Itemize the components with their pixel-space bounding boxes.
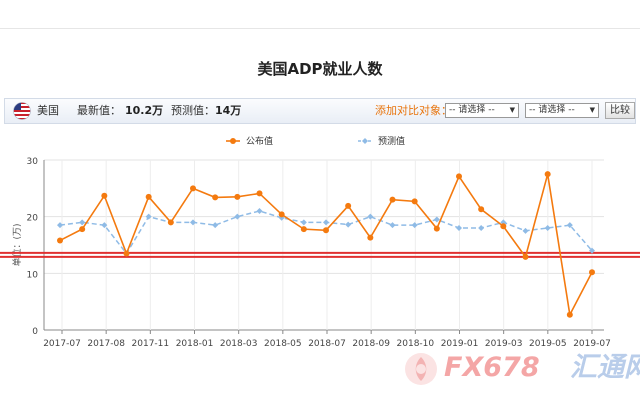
actual-point (123, 250, 130, 257)
actual-point (145, 193, 152, 200)
actual-point (234, 193, 241, 200)
adp-line-chart: 0 10 20 30 单位：(万) 2017-07 2017-08 2017-11 2018-0… (0, 135, 640, 349)
actual-point (300, 226, 307, 233)
actual-point (411, 198, 418, 205)
dropdown-arrow-icon: ▼ (509, 106, 515, 114)
actual-point (544, 171, 551, 178)
actual-point (566, 311, 573, 318)
actual-point (589, 269, 595, 276)
y-tick-label: 0 (32, 327, 38, 337)
page-title: 美国ADP就业人数 (257, 60, 383, 78)
y-tick-label: 30 (27, 157, 39, 167)
actual-point (256, 190, 263, 197)
compare-select-1[interactable]: -- 请选择 -- ▼ (445, 103, 519, 118)
x-tick-label: 2017-08 (87, 339, 125, 349)
forecast-point (345, 221, 352, 228)
country-label: 美国 (37, 104, 59, 117)
watermark-text-cn: 汇通网 (570, 352, 640, 383)
x-tick-label: 2017-11 (132, 339, 170, 349)
x-tick-label: 2019-01 (441, 339, 479, 349)
forecast-point (478, 225, 485, 231)
x-tick-label: 2018-10 (397, 339, 435, 349)
actual-point (345, 202, 352, 209)
actual-point (278, 211, 285, 218)
watermark-text: FX678 (444, 352, 540, 383)
actual-point (79, 226, 86, 233)
forecast-point (212, 222, 219, 229)
forecast-point (234, 213, 241, 220)
x-tick-label: 2018-03 (220, 339, 258, 349)
legend-actual-marker (230, 138, 236, 144)
forecast-point (389, 222, 396, 229)
x-tick-label: 2017-07 (43, 339, 81, 349)
x-tick-label: 2019-03 (485, 339, 523, 349)
x-tick-label: 2019-05 (529, 339, 567, 349)
x-tick-label: 2018-09 (352, 339, 390, 349)
x-tick-label: 2018-07 (308, 339, 346, 349)
compare-select-2-value: -- 请选择 -- (529, 105, 575, 115)
actual-point (212, 194, 219, 201)
compare-target-label: 添加对比对象： (375, 104, 452, 117)
actual-point (323, 227, 329, 234)
forecast-point (433, 216, 440, 223)
actual-point (389, 196, 396, 203)
x-tick-label: 2019-07 (573, 339, 611, 349)
actual-point (167, 219, 174, 226)
actual-series-line (59, 173, 593, 318)
indicator-toolbar: 美国 最新值： 10.2万 预测值： 14万 添加对比对象： -- 请选择 --… (4, 98, 636, 124)
header-divider (0, 28, 640, 29)
forecast-point (79, 219, 86, 226)
legend-actual-label: 公布值 (246, 135, 273, 147)
latest-value: 10.2万 (125, 104, 164, 117)
forecast-value: 14万 (215, 104, 242, 117)
actual-point (433, 225, 440, 232)
compare-select-1-value: -- 请选择 -- (449, 105, 495, 115)
y-axis-label: 单位：(万) (11, 223, 23, 266)
latest-value-label: 最新值： (77, 104, 121, 117)
actual-point (522, 253, 529, 260)
forecast-point (500, 219, 507, 226)
y-tick-label: 20 (27, 214, 39, 224)
x-tick-label: 2018-01 (176, 339, 214, 349)
legend-forecast-marker (362, 138, 368, 144)
actual-point (57, 237, 63, 244)
forecast-point (456, 225, 462, 231)
actual-point (478, 206, 485, 213)
forecast-point (190, 219, 196, 226)
dropdown-arrow-icon: ▼ (589, 106, 595, 114)
legend-forecast-label: 预测值 (378, 135, 405, 147)
forecast-point (323, 219, 329, 226)
forecast-point (101, 222, 108, 229)
compare-select-2[interactable]: -- 请选择 -- ▼ (525, 103, 599, 118)
forecast-point (145, 213, 152, 220)
forecast-value-label: 预测值： (171, 104, 215, 117)
compare-button[interactable]: 比较 (605, 102, 635, 119)
forecast-point (411, 222, 418, 229)
x-tick-label: 2018-05 (264, 339, 302, 349)
fx678-logo-icon (405, 353, 437, 385)
actual-point (101, 192, 108, 199)
forecast-point (256, 208, 263, 214)
forecast-point (589, 247, 595, 254)
forecast-point (367, 213, 374, 220)
actual-point (190, 185, 196, 192)
actual-point (456, 173, 462, 180)
y-tick-label: 10 (27, 270, 39, 280)
forecast-point (544, 225, 551, 231)
forecast-point (300, 219, 307, 226)
forecast-point (566, 222, 573, 229)
actual-point (500, 223, 507, 230)
actual-point (367, 234, 374, 241)
forecast-point (522, 227, 529, 234)
forecast-point (57, 222, 63, 229)
us-flag-icon (13, 102, 31, 120)
